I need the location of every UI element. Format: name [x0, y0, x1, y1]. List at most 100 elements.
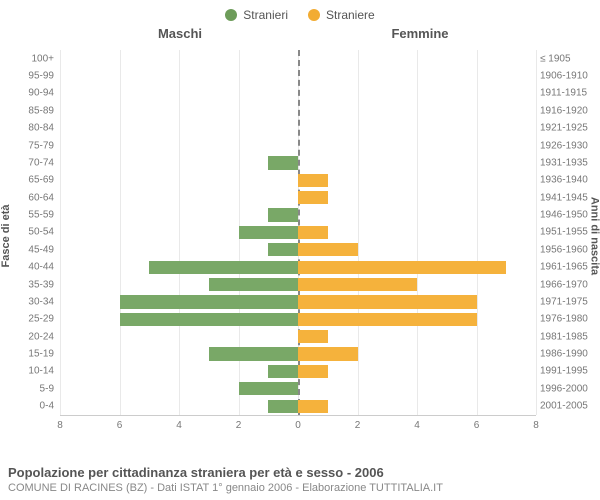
bar-rows: 100+≤ 190595-991906-191090-941911-191585…: [60, 50, 536, 415]
birth-year-label: 1916-1920: [540, 105, 598, 116]
x-tick-label: 4: [414, 420, 420, 431]
age-label: 50-54: [2, 227, 54, 238]
legend: Stranieri Straniere: [0, 0, 600, 26]
header-male: Maschi: [0, 26, 300, 41]
age-label: 95-99: [2, 71, 54, 82]
legend-label-male: Stranieri: [243, 8, 288, 22]
bar-female: [298, 278, 417, 291]
bar-male: [209, 347, 298, 360]
bar-female: [298, 243, 358, 256]
bar-female: [298, 400, 328, 413]
age-label: 25-29: [2, 314, 54, 325]
birth-year-label: 1996-2000: [540, 383, 598, 394]
bar-male: [149, 261, 298, 274]
birth-year-label: 1981-1985: [540, 331, 598, 342]
age-row: 40-441961-1965: [60, 259, 536, 276]
x-tick-label: 8: [57, 420, 63, 431]
birth-year-label: 1991-1995: [540, 366, 598, 377]
birth-year-label: 1911-1915: [540, 88, 598, 99]
x-axis-ticks: 864202468: [60, 420, 536, 436]
bar-female: [298, 191, 328, 204]
age-row: 25-291976-1980: [60, 311, 536, 328]
age-label: 90-94: [2, 88, 54, 99]
legend-swatch-female: [308, 9, 320, 21]
x-tick-label: 0: [295, 420, 301, 431]
age-row: 100+≤ 1905: [60, 50, 536, 67]
bar-male: [268, 208, 298, 221]
birth-year-label: 1966-1970: [540, 279, 598, 290]
age-label: 65-69: [2, 175, 54, 186]
x-tick-label: 6: [117, 420, 123, 431]
bar-male: [209, 278, 298, 291]
birth-year-label: 1961-1965: [540, 262, 598, 273]
bar-female: [298, 330, 328, 343]
legend-swatch-male: [225, 9, 237, 21]
chart-title: Popolazione per cittadinanza straniera p…: [8, 465, 592, 480]
birth-year-label: 1971-1975: [540, 296, 598, 307]
bar-male: [268, 400, 298, 413]
age-row: 30-341971-1975: [60, 293, 536, 310]
birth-year-label: 1986-1990: [540, 349, 598, 360]
age-row: 50-541951-1955: [60, 224, 536, 241]
age-row: 70-741931-1935: [60, 154, 536, 171]
age-row: 5-91996-2000: [60, 380, 536, 397]
age-label: 55-59: [2, 210, 54, 221]
birth-year-label: 1941-1945: [540, 192, 598, 203]
age-label: 100+: [2, 53, 54, 64]
age-label: 30-34: [2, 296, 54, 307]
birth-year-label: 1921-1925: [540, 123, 598, 134]
age-row: 90-941911-1915: [60, 85, 536, 102]
age-label: 60-64: [2, 192, 54, 203]
bar-male: [239, 226, 299, 239]
bar-female: [298, 295, 477, 308]
x-tick-label: 2: [355, 420, 361, 431]
chart-subtitle: COMUNE DI RACINES (BZ) - Dati ISTAT 1° g…: [8, 482, 592, 494]
age-label: 40-44: [2, 262, 54, 273]
pyramid-chart: Maschi Femmine Fasce di età Anni di nasc…: [0, 26, 600, 446]
age-row: 20-241981-1985: [60, 328, 536, 345]
chart-footer: Popolazione per cittadinanza straniera p…: [8, 465, 592, 494]
bar-male: [268, 365, 298, 378]
bar-male: [120, 313, 299, 326]
bar-female: [298, 365, 328, 378]
birth-year-label: 2001-2005: [540, 401, 598, 412]
bar-female: [298, 174, 328, 187]
age-label: 20-24: [2, 331, 54, 342]
bar-male: [268, 243, 298, 256]
birth-year-label: 1976-1980: [540, 314, 598, 325]
bar-female: [298, 261, 506, 274]
bar-female: [298, 226, 328, 239]
age-label: 45-49: [2, 244, 54, 255]
header-female: Femmine: [300, 26, 600, 41]
age-label: 15-19: [2, 349, 54, 360]
x-tick-label: 4: [176, 420, 182, 431]
age-label: 75-79: [2, 140, 54, 151]
age-row: 15-191986-1990: [60, 345, 536, 362]
age-row: 35-391966-1970: [60, 276, 536, 293]
age-label: 0-4: [2, 401, 54, 412]
legend-item-male: Stranieri: [225, 8, 288, 22]
age-label: 35-39: [2, 279, 54, 290]
bar-female: [298, 347, 358, 360]
birth-year-label: 1956-1960: [540, 244, 598, 255]
age-row: 95-991906-1910: [60, 67, 536, 84]
age-row: 0-42001-2005: [60, 398, 536, 415]
x-tick-label: 2: [236, 420, 242, 431]
legend-item-female: Straniere: [308, 8, 375, 22]
birth-year-label: 1951-1955: [540, 227, 598, 238]
age-row: 80-841921-1925: [60, 120, 536, 137]
gridline: [536, 50, 537, 415]
column-headers: Maschi Femmine: [0, 26, 600, 46]
age-row: 45-491956-1960: [60, 241, 536, 258]
age-label: 85-89: [2, 105, 54, 116]
birth-year-label: 1931-1935: [540, 157, 598, 168]
age-label: 70-74: [2, 157, 54, 168]
x-tick-label: 8: [533, 420, 539, 431]
birth-year-label: 1936-1940: [540, 175, 598, 186]
age-row: 55-591946-1950: [60, 206, 536, 223]
bar-female: [298, 313, 477, 326]
bar-male: [268, 156, 298, 169]
age-label: 10-14: [2, 366, 54, 377]
age-label: 5-9: [2, 383, 54, 394]
age-row: 10-141991-1995: [60, 363, 536, 380]
